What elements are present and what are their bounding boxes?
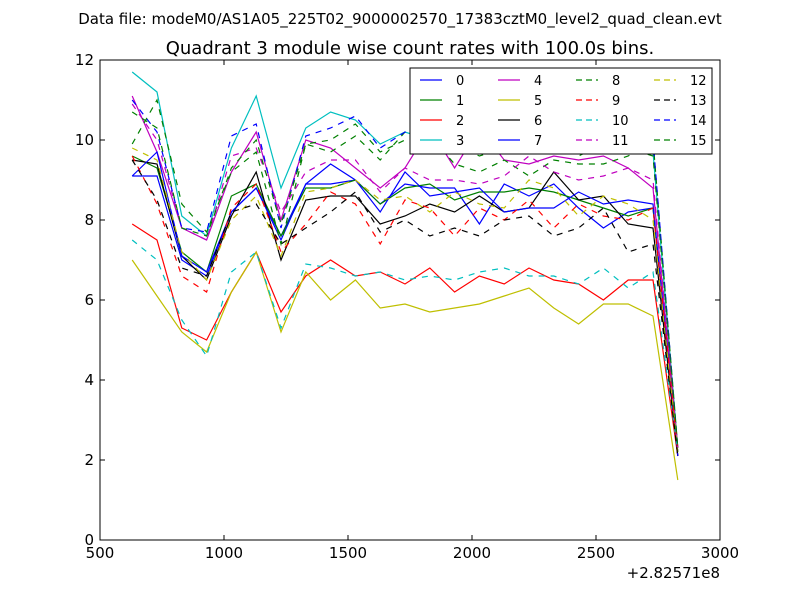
series-line-14 bbox=[131, 99, 679, 449]
chart-title: Quadrant 3 module wise count rates with … bbox=[166, 38, 655, 59]
legend-label-14: 14 bbox=[690, 114, 707, 129]
series-line-12 bbox=[131, 147, 679, 453]
legend-box bbox=[409, 67, 713, 155]
legend-label-2: 2 bbox=[456, 114, 464, 129]
series-line-0 bbox=[132, 175, 679, 453]
y-tick-label: 4 bbox=[84, 371, 94, 389]
series-line-2 bbox=[131, 223, 679, 457]
legend-label-7: 7 bbox=[534, 134, 542, 149]
series-line-1 bbox=[131, 155, 679, 453]
series-line-10 bbox=[131, 239, 679, 453]
legend-label-10: 10 bbox=[612, 114, 629, 129]
y-tick-label: 12 bbox=[75, 51, 94, 69]
x-tick-label: 1500 bbox=[329, 544, 367, 562]
legend-label-12: 12 bbox=[690, 74, 707, 89]
legend-label-11: 11 bbox=[612, 134, 629, 149]
y-tick-label: 10 bbox=[75, 131, 94, 149]
x-tick-label: 3000 bbox=[701, 544, 739, 562]
legend-label-4: 4 bbox=[534, 74, 542, 89]
legend-label-9: 9 bbox=[612, 94, 620, 109]
legend-label-6: 6 bbox=[534, 114, 542, 129]
x-offset-label: +2.82571e8 bbox=[627, 564, 720, 582]
legend-label-15: 15 bbox=[690, 134, 707, 149]
x-tick-label: 500 bbox=[86, 544, 115, 562]
data-file-label: Data file: modeM0/AS1A05_225T02_90000025… bbox=[78, 10, 722, 29]
series-line-11 bbox=[131, 103, 679, 449]
y-tick-label: 6 bbox=[84, 291, 94, 309]
series-line-15 bbox=[131, 111, 679, 449]
y-tick-label: 2 bbox=[84, 451, 94, 469]
y-tick-label: 0 bbox=[84, 531, 94, 549]
x-tick-label: 2000 bbox=[453, 544, 491, 562]
legend-label-3: 3 bbox=[456, 134, 464, 149]
series-layer bbox=[131, 71, 679, 481]
x-tick-label: 1000 bbox=[205, 544, 243, 562]
series-line-9 bbox=[131, 155, 679, 453]
legend-label-13: 13 bbox=[690, 94, 707, 109]
y-tick-label: 8 bbox=[84, 211, 94, 229]
legend-label-0: 0 bbox=[456, 74, 464, 89]
legend-label-5: 5 bbox=[534, 94, 542, 109]
legend-label-1: 1 bbox=[456, 94, 464, 109]
x-tick-label: 2500 bbox=[577, 544, 615, 562]
legend-label-8: 8 bbox=[612, 74, 620, 89]
series-line-5 bbox=[131, 250, 679, 481]
